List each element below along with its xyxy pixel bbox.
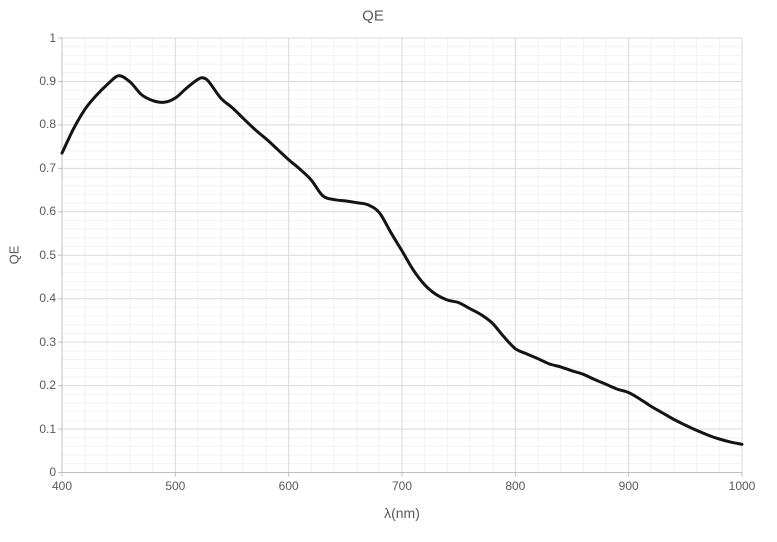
y-tick-label: 0.8 (39, 117, 56, 132)
y-tick-label: 0 (49, 465, 56, 479)
y-tick-label: 0.3 (39, 334, 56, 349)
x-tick-label: 900 (618, 479, 639, 493)
y-tick-label: 0.1 (39, 421, 56, 436)
x-tick-label: 1000 (728, 479, 756, 493)
qe-curve (60, 74, 744, 446)
y-tick-label: 1 (49, 30, 56, 45)
x-tick-label: 400 (51, 479, 73, 493)
y-tick-label: 0.9 (39, 73, 56, 88)
y-tick-label: 0.2 (39, 378, 56, 393)
y-tick-label: 0.7 (39, 160, 56, 175)
x-tick-label: 600 (278, 479, 299, 493)
chart-title: QE (362, 7, 384, 25)
x-axis-title: λ(nm) (384, 505, 420, 521)
y-tick-label: 0.5 (39, 247, 56, 262)
y-axis-title: QE (6, 245, 22, 265)
y-tick-label: 0.4 (39, 291, 56, 306)
x-tick-label: 800 (505, 479, 526, 493)
x-tick-label: 700 (391, 479, 413, 493)
y-tick-label: 0.6 (39, 204, 56, 219)
x-tick-label: 500 (165, 479, 186, 493)
